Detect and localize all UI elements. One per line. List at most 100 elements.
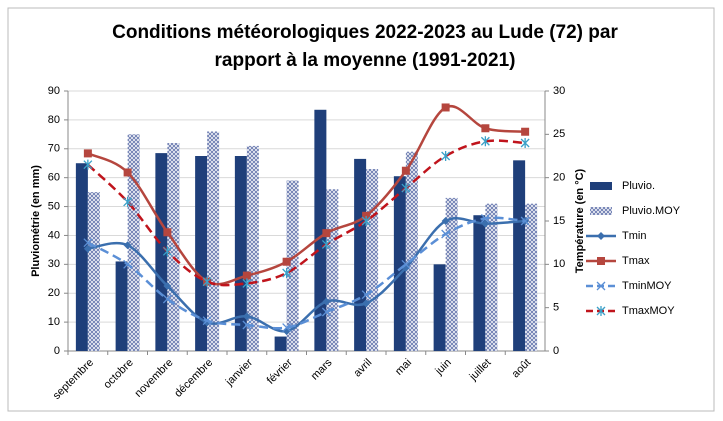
marker bbox=[361, 290, 371, 300]
bar bbox=[195, 156, 208, 351]
bar bbox=[314, 109, 327, 352]
marker bbox=[441, 151, 451, 161]
marker bbox=[163, 228, 172, 237]
marker bbox=[321, 239, 331, 250]
marker bbox=[401, 166, 410, 175]
y2-tick-label: 30 bbox=[553, 85, 565, 97]
y-tick-label: 90 bbox=[48, 85, 60, 97]
marker bbox=[481, 219, 490, 228]
bar bbox=[286, 180, 299, 351]
marker bbox=[83, 244, 92, 253]
y2-tick-label: 15 bbox=[553, 215, 565, 227]
marker bbox=[202, 276, 212, 287]
y-tick-label: 10 bbox=[48, 316, 60, 328]
bar bbox=[473, 215, 486, 351]
marker bbox=[162, 294, 172, 304]
legend-label: Pluvio.MOY bbox=[622, 205, 681, 217]
line bbox=[87, 217, 526, 333]
marker bbox=[123, 168, 132, 177]
marker bbox=[480, 213, 490, 223]
marker bbox=[520, 138, 530, 148]
bar bbox=[525, 203, 538, 351]
y-tick-label: 80 bbox=[48, 114, 60, 126]
marker bbox=[321, 307, 331, 317]
marker bbox=[596, 281, 606, 291]
chart-title: Conditions météorologiques 2022-2023 au … bbox=[112, 22, 618, 43]
marker bbox=[362, 299, 371, 308]
legend-label: TminMOY bbox=[622, 280, 672, 292]
marker bbox=[123, 241, 132, 250]
bar bbox=[485, 203, 498, 351]
marker bbox=[242, 320, 252, 330]
bar bbox=[75, 163, 88, 351]
marker bbox=[361, 216, 371, 226]
legend-label: Tmax bbox=[622, 255, 650, 267]
bar bbox=[155, 153, 168, 351]
y-axis-title: Pluviométrie (en mm) bbox=[30, 165, 42, 277]
bar bbox=[393, 176, 406, 351]
marker bbox=[597, 257, 605, 265]
bar bbox=[207, 131, 220, 351]
bar bbox=[127, 134, 140, 351]
bar bbox=[115, 261, 128, 351]
marker bbox=[520, 216, 530, 226]
marker bbox=[441, 217, 450, 225]
marker bbox=[521, 127, 530, 136]
y-tick-label: 40 bbox=[48, 229, 60, 241]
marker bbox=[123, 196, 133, 207]
bar bbox=[405, 151, 418, 351]
y2-tick-label: 0 bbox=[553, 345, 559, 357]
marker bbox=[242, 278, 252, 289]
legend-swatch bbox=[590, 207, 612, 215]
marker bbox=[322, 229, 331, 238]
marker bbox=[282, 257, 291, 266]
marker bbox=[362, 211, 371, 220]
y-tick-label: 60 bbox=[48, 172, 60, 184]
legend-label: Tmin bbox=[622, 230, 646, 242]
bar bbox=[274, 336, 287, 351]
marker bbox=[480, 136, 490, 147]
bar bbox=[87, 192, 100, 351]
marker bbox=[282, 268, 292, 278]
y-tick-label: 50 bbox=[48, 200, 60, 212]
marker bbox=[83, 238, 93, 248]
marker bbox=[441, 229, 451, 239]
marker bbox=[83, 159, 93, 170]
marker bbox=[401, 259, 411, 269]
y-tick-label: 20 bbox=[48, 287, 60, 299]
marker bbox=[401, 183, 411, 194]
marker bbox=[163, 282, 172, 290]
legend-label: TmaxMOY bbox=[622, 305, 675, 317]
bar bbox=[354, 158, 367, 351]
y-tick-label: 0 bbox=[54, 345, 60, 357]
marker bbox=[242, 271, 251, 280]
bar bbox=[366, 169, 379, 351]
marker bbox=[242, 312, 251, 321]
marker bbox=[322, 297, 331, 306]
marker bbox=[481, 124, 490, 133]
line bbox=[87, 216, 526, 330]
y-tick-label: 30 bbox=[48, 258, 60, 270]
marker bbox=[282, 323, 292, 333]
marker bbox=[83, 149, 92, 158]
y2-tick-label: 20 bbox=[553, 172, 565, 184]
marker bbox=[597, 232, 605, 240]
y2-tick-label: 10 bbox=[553, 258, 565, 270]
bar bbox=[433, 264, 446, 351]
y-tick-label: 70 bbox=[48, 143, 60, 155]
bar bbox=[326, 189, 339, 351]
legend-swatch bbox=[590, 182, 612, 190]
bar bbox=[513, 160, 526, 351]
marker bbox=[162, 246, 172, 257]
y2-tick-label: 5 bbox=[553, 302, 559, 314]
y2-axis-title: Température (en °C) bbox=[574, 168, 586, 273]
bar bbox=[234, 156, 247, 351]
bar bbox=[167, 143, 180, 351]
marker bbox=[596, 306, 606, 316]
marker bbox=[441, 103, 450, 112]
marker bbox=[123, 259, 133, 269]
marker bbox=[202, 316, 212, 326]
bar bbox=[246, 145, 259, 351]
legend-label: Pluvio. bbox=[622, 180, 655, 192]
